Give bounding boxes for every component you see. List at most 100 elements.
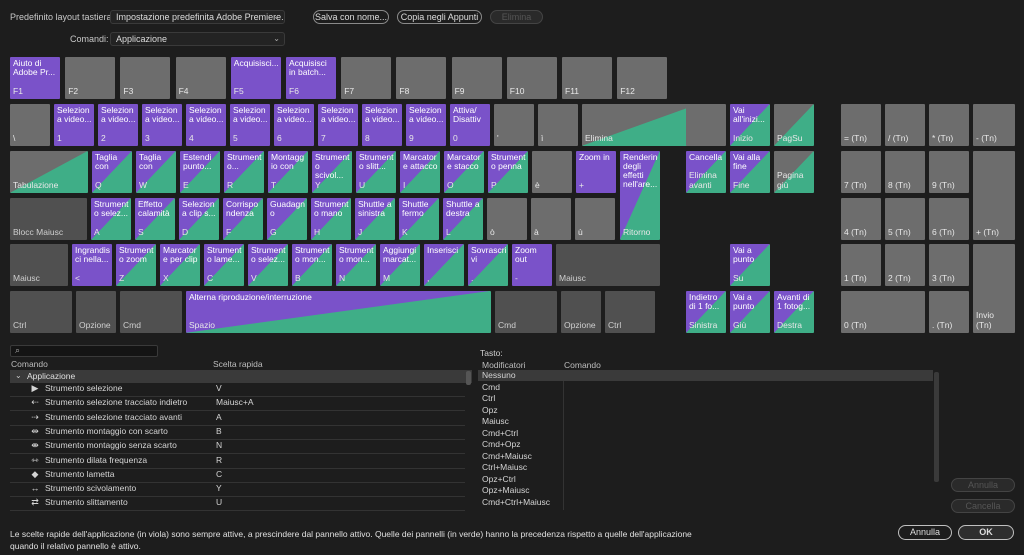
scrollbar-track[interactable] [934,372,939,482]
key-pagina-gi[interactable]: Pagina giù [774,151,814,193]
table-row[interactable]: ⇿ Strumento dilata frequenza R [10,455,465,469]
key-tn[interactable]: = (Tn) [841,104,881,146]
clear-button[interactable]: Cancella [951,499,1015,513]
key-l[interactable]: Shuttle a destra L [443,198,483,240]
key-w[interactable]: Taglia con W [136,151,176,193]
modifier-row[interactable]: Cmd+Ctrl [478,428,933,439]
key-elimina-avanti[interactable]: Cancella Elimina avanti [686,151,726,193]
key-f7[interactable]: F7 [341,57,392,99]
key-ctrl[interactable]: Ctrl [10,291,72,333]
modifier-row[interactable]: Opz+Maiusc [478,485,933,496]
key-i[interactable]: Marcator e attacco I [400,151,440,193]
key-n[interactable]: Strument o mon... N [336,244,376,286]
key-x[interactable]: Marcator e per clip X [160,244,200,286]
key-m[interactable]: Aggiungi marcat... M [380,244,420,286]
table-row[interactable]: ⇢ Strumento selezione tracciato avanti A [10,412,465,426]
key-3[interactable]: Selezion a video... 3 [142,104,182,146]
key-cmd[interactable]: Cmd [495,291,557,333]
commands-dropdown[interactable]: Applicazione ⌄ [110,32,285,46]
ok-button[interactable]: OK [958,525,1014,540]
undo-button[interactable]: Annulla [951,478,1015,492]
key-r[interactable]: Strument o... R [224,151,264,193]
key-opzione[interactable]: Opzione [561,291,601,333]
key-f8[interactable]: F8 [396,57,447,99]
table-row[interactable]: ⇄ Strumento slittamento U [10,497,465,511]
key-tabulazione[interactable]: Tabulazione [10,151,88,193]
key-z[interactable]: Strument o zoom Z [116,244,156,286]
key-g[interactable]: Guadagn o G [267,198,307,240]
key-p[interactable]: Strument o penna P [488,151,528,193]
key-s[interactable]: Effetto calamità S [135,198,175,240]
key-f1[interactable]: Aiuto di Adobe Pr... F1 [10,57,60,99]
modifier-row[interactable]: Opz [478,405,933,416]
table-row[interactable]: ⇠ Strumento selezione tracciato indietro M… [10,397,465,411]
key-su[interactable]: Vai a punto Su [730,244,770,286]
key-7-tn[interactable]: 7 (Tn) [841,151,881,193]
save-as-button[interactable]: Salva con nome... [313,10,389,24]
preset-dropdown[interactable]: Impostazione predefinita Adobe Premiere.… [110,10,285,24]
key-cmd[interactable]: Cmd [120,291,182,333]
key-ritorno[interactable]: Rendering degli effetti nell'are... Ritor… [620,151,660,240]
key-h[interactable]: Strument o mano H [311,198,351,240]
key-e[interactable]: Estendi punto... E [180,151,220,193]
key-invio-tn[interactable]: Invio (Tn) [973,244,1015,333]
key-6[interactable]: Selezion a video... 6 [274,104,314,146]
key-0[interactable]: Attiva/ Disattiv 0 [450,104,490,146]
col-shortcut-header[interactable]: Scelta rapida [213,359,263,369]
col-modifiers-header[interactable]: Modificatori [482,360,526,370]
table-row[interactable]: ⇹ Strumento montaggio con scarto B [10,426,465,440]
key-c[interactable]: Strument o lame... C [204,244,244,286]
key-8-tn[interactable]: 8 (Tn) [885,151,925,193]
key-maiusc[interactable]: Maiusc [10,244,68,286]
key-f9[interactable]: F9 [451,57,502,99]
key-4-tn[interactable]: 4 (Tn) [841,198,881,240]
scrollbar-thumb[interactable] [466,371,471,385]
modifier-row[interactable]: Opz+Ctrl [478,474,933,485]
key-tn[interactable]: * (Tn) [929,104,969,146]
key-f[interactable]: Corrispo ndenza F [223,198,263,240]
key-2[interactable]: Selezion a video... 2 [98,104,138,146]
key-key[interactable]: Ingrandis ci nella... < [72,244,112,286]
modifier-row[interactable]: Cmd+Opz [478,439,933,450]
group-row[interactable]: ⌄ Applicazione [10,370,472,383]
key-4[interactable]: Selezion a video... 4 [186,104,226,146]
key-tn[interactable]: / (Tn) [885,104,925,146]
key-f2[interactable]: F2 [65,57,116,99]
key-y[interactable]: Strument o scivol... Y [312,151,352,193]
delete-button[interactable]: Elimina [490,10,543,24]
modifier-row[interactable]: Ctrl+Maiusc [478,462,933,473]
modifier-row[interactable]: Nessuno [478,370,933,381]
key-5[interactable]: Selezion a video... 5 [230,104,270,146]
key-key[interactable]: è [532,151,572,193]
key-t[interactable]: Montagg io con T [268,151,308,193]
table-row[interactable]: ↔ Strumento scivolamento Y [10,483,465,497]
key-d[interactable]: Selezion a clip s... D [179,198,219,240]
key-a[interactable]: Strument o selez... A [91,198,131,240]
key-f10[interactable]: F10 [506,57,557,99]
modifier-row[interactable]: Cmd+Maiusc [478,451,933,462]
key-inizio[interactable]: Vai all'inizi... Inizio [730,104,770,146]
key-7[interactable]: Selezion a video... 7 [318,104,358,146]
copy-clipboard-button[interactable]: Copia negli Appunti [397,10,482,24]
key-o[interactable]: Marcator e stacco O [444,151,484,193]
key-fine[interactable]: Vai alla fine Fine [730,151,770,193]
key-key[interactable]: ù [575,198,615,240]
key-6-tn[interactable]: 6 (Tn) [929,198,969,240]
key-f11[interactable]: F11 [562,57,612,99]
cancel-button[interactable]: Annulla [898,525,952,540]
key-f3[interactable]: F3 [120,57,171,99]
key-tn[interactable]: - (Tn) [973,104,1015,146]
key-k[interactable]: Shuttle fermo K [399,198,439,240]
key-9-tn[interactable]: 9 (Tn) [929,151,969,193]
col-command-header[interactable]: Comando [11,359,48,369]
search-input[interactable]: ⌕ [10,345,158,357]
key-key[interactable]: Zoom out - [512,244,552,286]
key-f5[interactable]: Acquisisci... F5 [230,57,281,99]
key-key[interactable]: ò [487,198,527,240]
key-f4[interactable]: F4 [175,57,226,99]
key-key[interactable]: Inserisci, [424,244,464,286]
key-pagsu[interactable]: PagSu [774,104,814,146]
key-opzione[interactable]: Opzione [76,291,116,333]
key-key[interactable]: \ [10,104,50,146]
key-9[interactable]: Selezion a video... 9 [406,104,446,146]
